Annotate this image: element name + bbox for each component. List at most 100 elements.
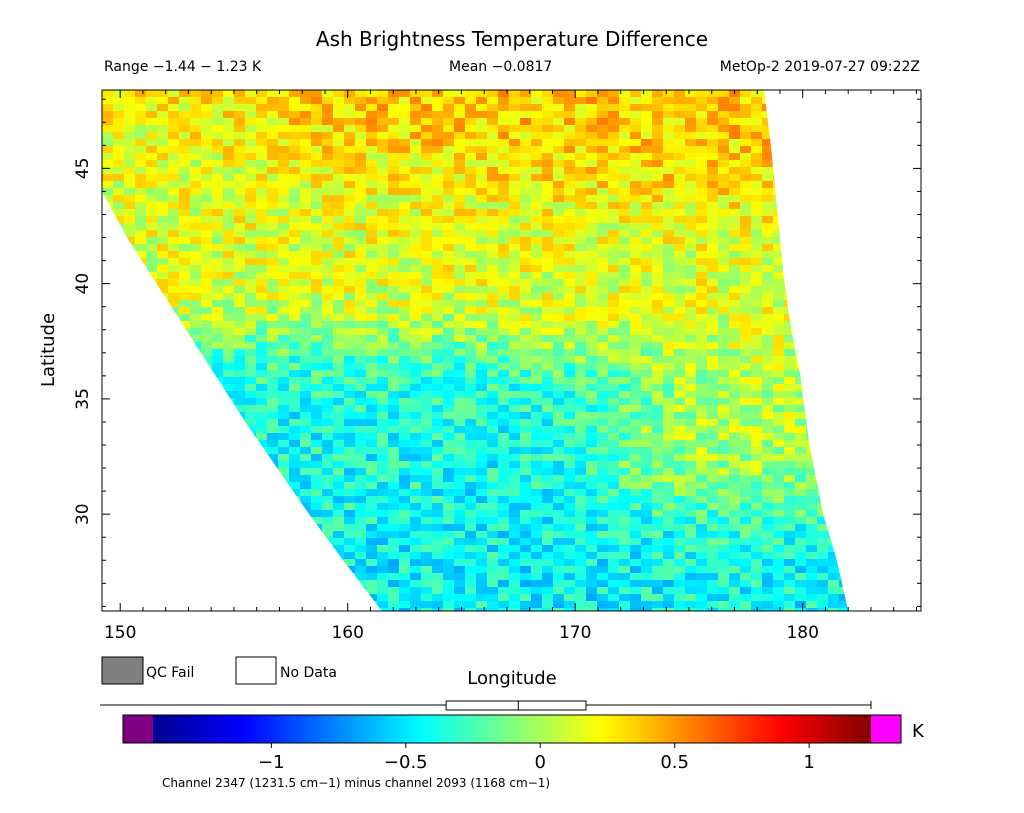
btd-cell bbox=[652, 545, 664, 553]
btd-cell bbox=[388, 111, 400, 119]
btd-cell bbox=[322, 174, 334, 182]
btd-cell bbox=[223, 454, 235, 462]
btd-cell bbox=[267, 342, 279, 350]
btd-cell bbox=[102, 496, 114, 504]
btd-cell bbox=[399, 118, 411, 126]
btd-cell bbox=[696, 503, 708, 511]
btd-cell bbox=[542, 503, 554, 511]
btd-cell bbox=[850, 265, 862, 273]
btd-cell bbox=[465, 468, 477, 476]
btd-cell bbox=[267, 111, 279, 119]
btd-cell bbox=[256, 545, 268, 553]
btd-cell bbox=[487, 426, 499, 434]
btd-cell bbox=[531, 496, 543, 504]
btd-cell bbox=[817, 293, 829, 301]
btd-cell bbox=[344, 132, 356, 140]
btd-cell bbox=[663, 545, 675, 553]
btd-cell bbox=[839, 237, 849, 245]
btd-cell bbox=[707, 230, 719, 238]
btd-cell bbox=[278, 104, 290, 112]
btd-cell bbox=[179, 118, 191, 126]
btd-cell bbox=[443, 461, 455, 469]
btd-cell bbox=[575, 405, 587, 413]
btd-cell bbox=[685, 237, 697, 245]
btd-cell bbox=[872, 195, 884, 203]
btd-cell bbox=[179, 454, 191, 462]
btd-cell bbox=[905, 419, 917, 427]
btd-cell bbox=[113, 496, 125, 504]
btd-cell bbox=[762, 181, 774, 189]
btd-cell bbox=[212, 538, 224, 546]
btd-cell bbox=[597, 265, 609, 273]
btd-cell bbox=[146, 167, 158, 175]
btd-cell bbox=[157, 384, 169, 392]
btd-cell bbox=[795, 447, 807, 455]
btd-cell bbox=[443, 237, 455, 245]
btd-cell bbox=[124, 545, 136, 553]
btd-cell bbox=[850, 314, 862, 322]
btd-cell bbox=[872, 321, 884, 329]
btd-cell bbox=[498, 370, 510, 378]
btd-cell bbox=[245, 349, 257, 357]
btd-cell bbox=[850, 188, 862, 196]
btd-cell bbox=[575, 384, 587, 392]
btd-cell bbox=[256, 139, 268, 147]
btd-cell bbox=[608, 454, 620, 462]
btd-cell bbox=[421, 237, 433, 245]
btd-cell bbox=[839, 279, 849, 287]
btd-cell bbox=[234, 146, 246, 154]
btd-cell bbox=[509, 342, 521, 350]
btd-cell bbox=[608, 237, 620, 245]
btd-cell bbox=[311, 531, 323, 539]
btd-cell bbox=[212, 426, 224, 434]
btd-cell bbox=[366, 258, 378, 266]
btd-cell bbox=[663, 244, 675, 252]
btd-cell bbox=[883, 237, 895, 245]
btd-cell bbox=[905, 244, 917, 252]
btd-cell bbox=[795, 524, 807, 532]
btd-cell bbox=[465, 300, 477, 308]
btd-cell bbox=[234, 90, 246, 98]
btd-cell bbox=[212, 230, 224, 238]
btd-cell bbox=[817, 202, 829, 210]
btd-cell bbox=[355, 531, 367, 539]
btd-cell bbox=[696, 153, 708, 161]
btd-cell bbox=[751, 202, 763, 210]
btd-cell bbox=[663, 139, 675, 147]
btd-cell bbox=[168, 405, 180, 413]
btd-cell bbox=[498, 363, 510, 371]
btd-cell bbox=[190, 482, 202, 490]
btd-cell bbox=[366, 454, 378, 462]
btd-cell bbox=[234, 132, 246, 140]
btd-cell bbox=[696, 272, 708, 280]
btd-cell bbox=[663, 503, 675, 511]
btd-cell bbox=[443, 279, 455, 287]
btd-cell bbox=[795, 517, 807, 525]
btd-cell bbox=[828, 209, 840, 217]
btd-cell bbox=[850, 300, 862, 308]
btd-cell bbox=[718, 181, 730, 189]
btd-cell bbox=[608, 188, 620, 196]
btd-cell bbox=[223, 545, 235, 553]
btd-cell bbox=[179, 538, 191, 546]
btd-cell bbox=[300, 475, 312, 483]
btd-cell bbox=[916, 265, 928, 273]
btd-cell bbox=[542, 496, 554, 504]
btd-cell bbox=[740, 111, 752, 119]
btd-cell bbox=[399, 524, 411, 532]
btd-cell bbox=[553, 230, 565, 238]
btd-cell bbox=[179, 412, 191, 420]
btd-cell bbox=[311, 97, 323, 105]
btd-cell bbox=[443, 517, 455, 525]
btd-cell bbox=[179, 111, 191, 119]
btd-cell bbox=[806, 433, 818, 441]
btd-cell bbox=[773, 384, 785, 392]
btd-cell bbox=[575, 433, 587, 441]
btd-cell bbox=[883, 216, 895, 224]
btd-cell bbox=[861, 167, 873, 175]
btd-cell bbox=[234, 314, 246, 322]
btd-cell bbox=[454, 293, 466, 301]
btd-cell bbox=[740, 272, 752, 280]
btd-cell bbox=[157, 307, 169, 315]
btd-cell bbox=[366, 118, 378, 126]
